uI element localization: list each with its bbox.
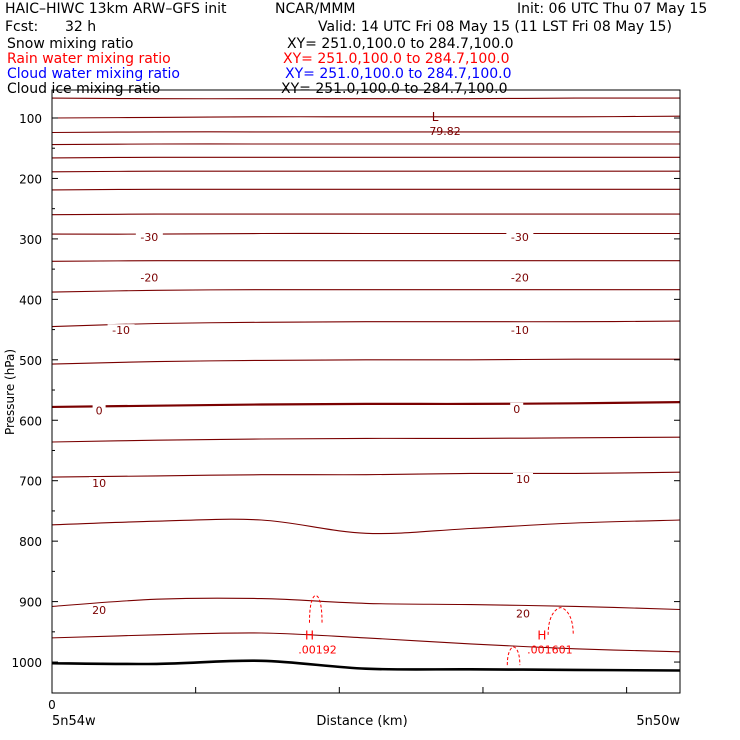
field-rain-name: Rain water mixing ratio [7,51,171,67]
x-axis [51,687,628,693]
temperature-contour-line [51,97,681,100]
y-tick-label: 900 [19,596,42,610]
terrain-layer [51,659,681,672]
valid-time: Valid: 14 UTC Fri 08 May 15 (11 LST Fri … [318,19,672,35]
contour-label-bg [513,472,533,485]
contour-label-bg [506,271,534,284]
extremum-value: .001601 [527,644,573,657]
rain-contour [506,646,521,666]
contour-label: 10 [92,477,106,490]
contour-label: 0 [96,405,103,418]
model-title: HAIC–HIWC 13km ARW–GFS init [5,1,227,17]
org-label: NCAR/MMM [275,1,356,17]
rain-contours [308,595,574,666]
plot-frame [51,89,681,694]
field-cloudwater-xy: XY= 251.0,100.0 to 284.7,100.0 [285,66,512,82]
rain-contour [308,595,323,623]
field-cloudice-xy: XY= 251.0,100.0 to 284.7,100.0 [281,81,508,97]
y-tick-label: 300 [19,233,42,247]
contour-label-bg [135,271,163,284]
temperature-contour-line [51,471,681,478]
x-axis-label: Distance (km) [316,714,407,729]
init-time: Init: 06 UTC Thu 07 May 15 [517,1,708,17]
y-tick-label: 400 [19,293,42,307]
y-tick-label: 200 [19,172,42,186]
contour-label-bg [135,231,163,244]
y-tick-label: 1000 [11,656,42,670]
y-tick-label: 700 [19,475,42,489]
contour-label-bg [506,231,534,244]
extremum-symbol: H [537,629,546,643]
temperature-contour-line [51,170,680,173]
temperature-contour-line [51,320,681,328]
temperature-contours [51,97,681,653]
temperature-contour-line [51,597,681,611]
contour-label-bg [506,324,534,337]
temperature-contour-line [51,188,680,191]
contour-label: 20 [92,604,106,617]
field-cloudice-name: Cloud ice mixing ratio [7,81,161,97]
y-tick-label: 800 [19,535,42,549]
extremum-symbol: H [305,629,314,643]
y-tick-label: 100 [19,112,42,126]
temperature-contour-line [51,131,680,134]
field-cloudwater-name: Cloud water mixing ratio [7,66,180,82]
temperature-contour-line [51,260,680,262]
temperature-contour-line [51,115,681,119]
rain-contour [547,607,574,635]
contour-labels: -30 -30 -20 -20 -10 -10 0 0 10 10 20 20 [89,231,534,621]
temperature-contour-line [51,518,681,535]
temperature-contour-line [51,143,680,146]
contour-label: 20 [516,608,530,621]
temperature-contour-line [51,632,681,653]
contour-label-bg [89,604,110,617]
extremum-value: .00192 [298,644,337,657]
contour-label-bg [89,477,110,490]
fcst-label: Fcst: [5,19,39,35]
extremum-value: -79.82 [425,125,460,138]
temperature-contour-line [51,401,681,409]
x-left-label: 5n54w [52,714,96,729]
y-tick-label: 500 [19,354,42,368]
contour-label: -30 [140,231,158,244]
temperature-contour-line [51,156,680,159]
contour-label: -20 [511,272,529,285]
temperature-contour-line [51,358,681,365]
field-rain-xy: XY= 251.0,100.0 to 284.7,100.0 [283,51,510,67]
contour-label: -30 [511,231,529,244]
y-axis-label: Pressure (hPa) [3,349,17,435]
contour-label-bg [92,404,106,417]
contour-label-bg [510,402,524,415]
temperature-contour-line [51,213,680,216]
terrain-line [51,659,681,672]
fcst-value: 32 h [65,19,97,35]
contour-label-bg [107,324,135,337]
contour-label: -10 [112,324,130,337]
temperature-contour-line [51,436,681,443]
field-snow-xy: XY= 251.0,100.0 to 284.7,100.0 [287,36,514,52]
x-right-label: 5n50w [636,714,680,729]
contour-label-bg [513,607,533,620]
temperature-contour-line [51,289,680,293]
field-snow-name: Snow mixing ratio [7,36,134,52]
contour-label: -20 [140,272,158,285]
extremum-symbol: L [432,110,439,124]
contour-label: -10 [511,324,529,337]
contour-label: 10 [516,473,530,486]
contour-label: 0 [513,403,520,416]
x-origin-label: 0 [48,698,56,712]
y-tick-label: 600 [19,414,42,428]
